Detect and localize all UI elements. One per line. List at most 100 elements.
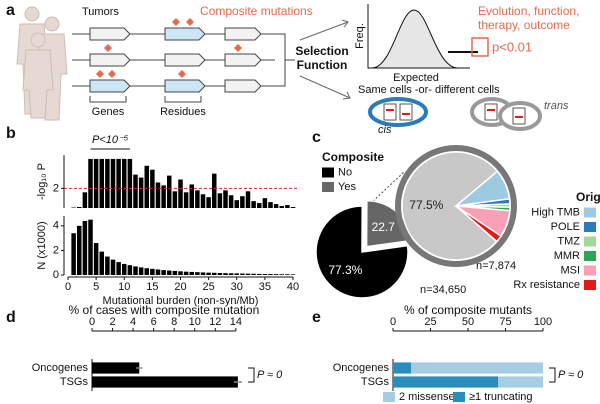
x-tick-label: 35 xyxy=(259,281,271,293)
bar xyxy=(122,158,127,208)
selection-label: Function xyxy=(297,58,348,72)
bar xyxy=(144,268,149,275)
bar xyxy=(77,225,82,275)
bar xyxy=(234,273,239,275)
y-tick-label: TSGs xyxy=(60,376,89,388)
bar xyxy=(189,271,194,275)
outcome-label: Evolution, function, xyxy=(478,4,579,18)
bar xyxy=(110,158,116,208)
bar xyxy=(217,193,223,208)
y-axis-label: -log₁₀ P xyxy=(36,163,48,200)
panel-label: c xyxy=(312,129,321,146)
pie-ring xyxy=(395,145,517,267)
bar xyxy=(93,243,99,275)
composite-label: Composite mutations xyxy=(200,4,313,18)
bar xyxy=(155,182,161,208)
bracket xyxy=(89,96,202,103)
bar xyxy=(167,270,172,275)
bar xyxy=(150,268,155,275)
legend-swatch xyxy=(584,251,596,261)
value-label: 77.3% xyxy=(328,263,362,277)
x-tick-label: 10 xyxy=(189,316,201,328)
x-tick-label: 30 xyxy=(231,281,243,293)
bar xyxy=(268,274,273,275)
x-tick-label: 15 xyxy=(146,281,158,293)
bar-segment xyxy=(393,376,498,388)
bar xyxy=(161,185,166,208)
bar xyxy=(110,259,116,275)
bar xyxy=(167,175,172,208)
legend-swatch xyxy=(322,167,334,178)
bar xyxy=(273,274,279,275)
bar xyxy=(88,158,93,208)
mutation-diamonds xyxy=(96,18,242,78)
bar xyxy=(285,274,290,275)
bar xyxy=(200,194,206,208)
bar xyxy=(82,220,88,275)
y-tick-label: Oncogenes xyxy=(32,362,89,374)
p-bracket xyxy=(549,367,556,383)
bar xyxy=(127,265,133,275)
bar xyxy=(290,274,296,275)
outcome-label: therapy, outcome xyxy=(478,18,570,32)
panel-label: b xyxy=(6,125,16,142)
x-tick-label: 0 xyxy=(65,281,71,293)
bar xyxy=(268,202,273,208)
bar xyxy=(279,206,284,208)
bar xyxy=(93,158,99,208)
cis-cell xyxy=(368,97,428,127)
legend-swatch xyxy=(584,207,596,218)
pie-slice xyxy=(455,205,502,243)
legend-label: TMZ xyxy=(557,235,580,247)
bar xyxy=(116,158,121,208)
panel-label: a xyxy=(6,2,15,19)
legend-label: Yes xyxy=(338,181,356,193)
bar xyxy=(251,201,256,208)
legend-swatch xyxy=(584,280,596,290)
bar xyxy=(105,158,110,208)
bar xyxy=(200,272,206,275)
cis-label: cis xyxy=(378,124,392,136)
bar xyxy=(189,184,194,208)
bar xyxy=(155,269,161,275)
p-bracket xyxy=(248,367,255,383)
x-tick-label: 75 xyxy=(499,316,511,328)
legend-swatch xyxy=(453,392,465,402)
x-tick-label: 25 xyxy=(203,281,215,293)
x-tick-label: 0 xyxy=(390,316,396,328)
bar xyxy=(92,376,238,388)
bar xyxy=(77,207,82,208)
annotation: P<10⁻⁵ xyxy=(92,134,129,146)
y-axis-label: N (x1000) xyxy=(36,221,48,269)
bar-segment xyxy=(393,362,411,374)
bar xyxy=(195,272,200,275)
bar xyxy=(172,191,178,208)
bar xyxy=(178,179,183,208)
x-tick-label: 100 xyxy=(534,316,552,328)
bar xyxy=(228,273,234,275)
bar xyxy=(105,256,110,275)
legend-label: ≥1 truncating xyxy=(469,391,533,403)
tumor-people xyxy=(16,6,68,121)
x-tick-label: 10 xyxy=(118,281,130,293)
bar xyxy=(217,273,223,275)
bar xyxy=(228,195,234,208)
trans-label: trans xyxy=(544,100,569,112)
x-axis-label: Mutational burden (non-syn/Mb) xyxy=(103,295,259,307)
value-label: 77.5% xyxy=(409,198,443,212)
legend-label: Rx resistance xyxy=(513,279,580,291)
x-tick-label: 5 xyxy=(93,281,99,293)
legend-label: MMR xyxy=(554,250,580,262)
value-label: 22.7 xyxy=(372,220,396,234)
y-tick-label: 4 xyxy=(53,220,59,232)
bar-segment xyxy=(498,376,543,388)
legend-swatch xyxy=(322,182,334,192)
bar xyxy=(273,204,279,208)
bar xyxy=(99,251,104,275)
x-tick-label: 50 xyxy=(462,316,474,328)
bar xyxy=(212,173,217,208)
bar xyxy=(178,271,183,275)
panel-label: e xyxy=(312,309,321,326)
bar-segment xyxy=(411,362,543,374)
